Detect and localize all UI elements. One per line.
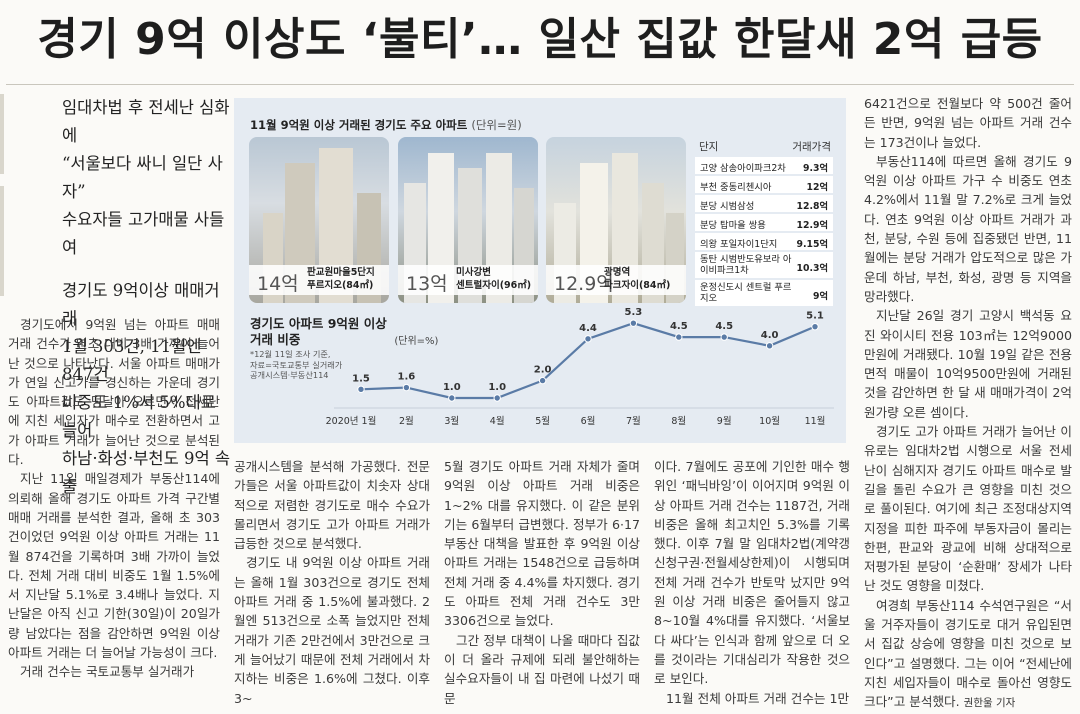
- subhead-group: 경기도 9억이상 매매거래 1월 303건, 11월엔 847건 비중도 1%서…: [62, 277, 232, 501]
- complex-name: 광명역 파크자이(84㎡): [604, 267, 671, 291]
- table-row: 의왕 포일자이1단지 9.15억: [695, 233, 833, 250]
- subheads: 임대차법 후 전세난 심화에 “서울보다 싸니 일단 사자” 수요자들 고가매물…: [62, 94, 232, 516]
- subhead-line: 하남·화성·부천도 9억 속출: [62, 449, 231, 496]
- data-point: [493, 394, 501, 402]
- infographic-unit: (단위=원): [471, 118, 522, 132]
- paragraph: 경기도에서 9억원 넘는 아파트 매매 거래 건수가 연초 대비 3배 가까이 …: [8, 317, 220, 468]
- series-line: [360, 322, 816, 400]
- data-point: [675, 333, 683, 341]
- complex-name: 판교원마을5단지 푸르지오(84㎡): [307, 267, 375, 291]
- subhead-line: 수요자들 고가매물 사들여: [62, 210, 225, 257]
- data-point: [538, 376, 547, 385]
- data-label: 1.5: [352, 373, 370, 384]
- paragraph: 경기도 내 9억원 이상 아파트 거래는 올해 1월 303건으로 경기도 전체…: [234, 555, 430, 706]
- paragraph: 경기도 고가 아파트 거래가 늘어난 이유로는 임대차2법 시행으로 서울 전세…: [864, 424, 1072, 594]
- table-row: 동탄 시범반도유보라 아이비파크1차 10.3억: [695, 252, 833, 278]
- price-table: 단지 거래가격 고양 삼송아이파크2차 9.3억 부천 중동리첸시아 12억 분…: [695, 137, 833, 308]
- data-point: [765, 342, 774, 350]
- paragraph: 11월 전체 아파트 거래 건수는 1만: [666, 690, 850, 706]
- data-label: 1.6: [398, 372, 416, 383]
- data-label: 4.0: [761, 330, 779, 341]
- body-column-4: 이다. 7월에도 공포에 기인한 매수 행위인 ‘패닉바잉’이 이어지며 9억원…: [654, 457, 850, 708]
- data-point: [629, 319, 638, 327]
- complex-name: 미사강변 센트럴자이(96㎡): [456, 267, 532, 291]
- price-value: 13억: [406, 273, 448, 295]
- tick-label: 2020년 1월: [326, 415, 377, 427]
- paragraph: 지난 11일 매일경제가 부동산114에 의뢰해 올해 경기도 아파트 가격 구…: [8, 471, 220, 661]
- tick-label: 7월: [626, 415, 641, 427]
- table-row: 운정신도시 센트럴 푸르지오 9억: [695, 280, 833, 306]
- paragraph: 거래 건수는 국토교통부 실거래가: [20, 664, 195, 680]
- tick-label: 6월: [581, 415, 596, 427]
- subhead-line: 경기도 9억이상 매매거래: [62, 281, 220, 328]
- data-point: [448, 394, 456, 402]
- subhead-line: 1월 303건, 11월엔 847건: [62, 337, 202, 384]
- infographic-title: 11월 9억원 이상 거래된 경기도 주요 아파트 (단위=원): [250, 118, 522, 132]
- price-value: 12.9억: [554, 273, 614, 295]
- paragraph: 그간 정부 대책이 나올 때마다 집값이 더 올라 규제에 되레 불안해하는 실…: [444, 632, 640, 706]
- data-point: [720, 333, 728, 341]
- headline: 경기 9억 이상도 ‘불티’… 일산 집값 한달새 2억 급등: [37, 14, 1043, 65]
- headline-rule: [6, 84, 1074, 85]
- body-column-2: 공개시스템을 분석해 가공했다. 전문가들은 서울 아파트값이 치솟자 상대적으…: [234, 457, 430, 708]
- paragraph: 공개시스템을 분석해 가공했다. 전문가들은 서울 아파트값이 치솟자 상대적으…: [234, 459, 430, 552]
- tick-label: 2월: [399, 415, 414, 427]
- table-row: 분당 탑마을 쌍용 12.9억: [695, 214, 833, 231]
- chart-title-text: 경기도 아파트 9억원 이상 거래 비중: [250, 316, 387, 347]
- data-point: [584, 335, 592, 343]
- table-header: 단지 거래가격: [695, 137, 833, 157]
- side-mark: [0, 186, 4, 296]
- chart-unit: (단위=%): [394, 336, 439, 347]
- header-price: 거래가격: [792, 141, 831, 153]
- paragraph: 여경희 부동산114 수석연구원은 “서울 거주자들이 경기도로 대거 유입된면…: [864, 597, 1072, 710]
- body-column-5: 6421건으로 전월보다 약 500건 줄어든 반면, 9억원 넘는 아파트 거…: [864, 94, 1072, 714]
- price-caption: 12.9억 광명역 파크자이(84㎡): [546, 265, 686, 295]
- data-label: 2.0: [534, 365, 552, 376]
- data-label: 5.3: [625, 307, 643, 318]
- paragraph: 부동산114에 따르면 올해 경기도 9억원 이상 아파트 가구 수 비중도 연…: [864, 153, 1072, 304]
- apartment-photo: 13억 미사강변 센트럴자이(96㎡): [398, 137, 538, 303]
- data-label: 4.5: [670, 321, 688, 332]
- table-row: 부천 중동리첸시아 12억: [695, 176, 833, 193]
- apartment-photo: 14억 판교원마을5단지 푸르지오(84㎡): [249, 137, 389, 303]
- side-mark: [0, 94, 4, 174]
- data-label: 1.0: [488, 382, 506, 393]
- body-column-1: 경기도에서 9억원 넘는 아파트 매매 거래 건수가 연초 대비 3배 가까이 …: [8, 315, 220, 682]
- body-column-3: 5월 경기도 아파트 거래 자체가 줄며 9억원 이상 아파트 거래 비중은 1…: [444, 457, 640, 708]
- price-caption: 13억 미사강변 센트럴자이(96㎡): [398, 265, 538, 295]
- paragraph: 6421건으로 전월보다 약 500건 줄어든 반면, 9억원 넘는 아파트 거…: [864, 96, 1072, 150]
- data-label: 4.5: [715, 321, 733, 332]
- table-row: 고양 삼송아이파크2차 9.3억: [695, 157, 833, 174]
- data-label: 5.1: [806, 311, 824, 322]
- data-point: [357, 385, 365, 394]
- tick-label: 5월: [535, 415, 550, 427]
- tick-label: 11월: [805, 415, 826, 427]
- data-point: [811, 322, 819, 331]
- apartment-photo: 12.9억 광명역 파크자이(84㎡): [546, 137, 686, 303]
- tick-label: 10월: [759, 415, 780, 427]
- price-caption: 14억 판교원마을5단지 푸르지오(84㎡): [249, 265, 389, 295]
- chart-title: 경기도 아파트 9억원 이상 거래 비중 (단위=%): [250, 316, 438, 350]
- header-complex: 단지: [699, 141, 719, 153]
- paragraph: 5월 경기도 아파트 거래 자체가 줄며 9억원 이상 아파트 거래 비중은 1…: [444, 459, 640, 629]
- subhead-line: 비중도 1%서 5%대로 늘어: [62, 393, 216, 440]
- chart-note: *12월 11일 조사 기준, 자료=국토교통부 실거래가 공개시스템·부동산1…: [250, 349, 343, 380]
- byline: 권한울 기자: [963, 697, 1016, 710]
- tick-label: 3월: [444, 415, 459, 427]
- subhead-group: 임대차법 후 전세난 심화에 “서울보다 싸니 일단 사자” 수요자들 고가매물…: [62, 94, 232, 262]
- price-value: 14억: [257, 273, 299, 295]
- paragraph: 이다. 7월에도 공포에 기인한 매수 행위인 ‘패닉바잉’이 이어지며 9억원…: [654, 459, 850, 687]
- subhead-line: “서울보다 싸니 일단 사자”: [62, 154, 223, 201]
- data-label: 1.0: [443, 382, 461, 393]
- subhead-line: 임대차법 후 전세난 심화에: [62, 98, 230, 145]
- tick-label: 9월: [717, 415, 732, 427]
- table-row: 분당 시범삼성 12.8억: [695, 195, 833, 212]
- data-point: [402, 383, 411, 392]
- data-label: 4.4: [579, 323, 597, 334]
- tick-label: 4월: [490, 415, 505, 427]
- line-chart: 1.5 2020년 1월 1.6 2월 1.0 3월 1.0 4월 2.0 5월 4.4 6월 5.3 7…: [326, 307, 834, 427]
- tick-label: 8월: [671, 415, 686, 427]
- paragraph: 지난달 26일 경기 고양시 백석동 요진 와이시티 전용 103㎡는 12억9…: [864, 308, 1072, 420]
